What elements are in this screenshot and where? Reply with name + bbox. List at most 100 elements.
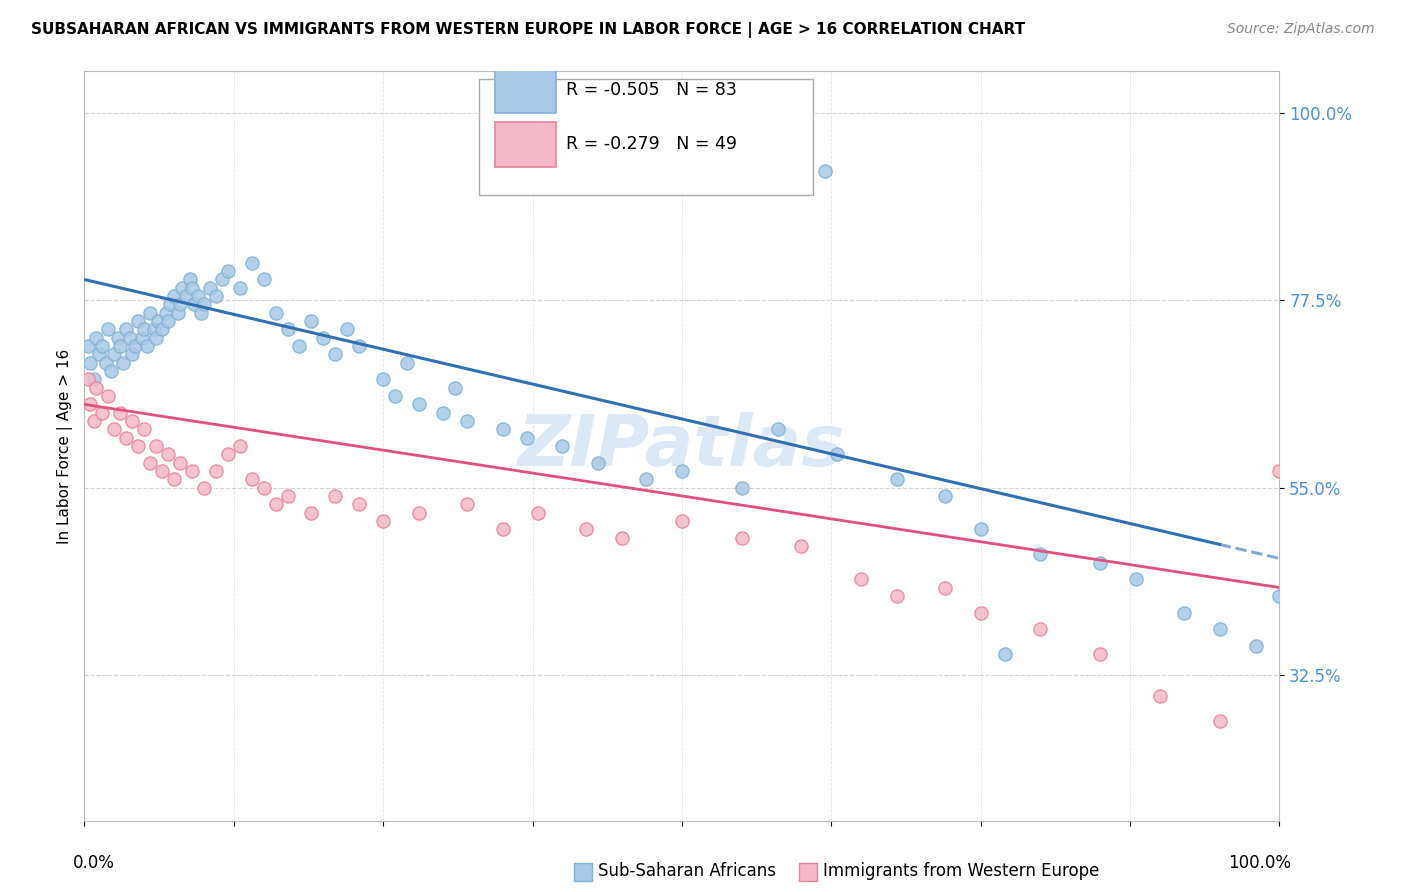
Point [444, 381, 467, 395]
Point [166, 306, 188, 320]
Text: R = -0.279   N = 49: R = -0.279 N = 49 [567, 136, 737, 153]
Point [157, 447, 180, 461]
Point [107, 331, 129, 345]
Point [148, 314, 170, 328]
Point [181, 464, 204, 478]
Point [325, 347, 347, 361]
Point [150, 464, 173, 478]
Point [886, 472, 908, 486]
Point [157, 314, 180, 328]
Point [731, 481, 754, 495]
Point [1268, 589, 1291, 603]
Point [1029, 547, 1052, 561]
Point [827, 447, 849, 461]
Point [240, 256, 263, 270]
Point [187, 289, 209, 303]
Text: SUBSAHARAN AFRICAN VS IMMIGRANTS FROM WESTERN EUROPE IN LABOR FORCE | AGE > 16 C: SUBSAHARAN AFRICAN VS IMMIGRANTS FROM WE… [31, 22, 1025, 38]
Point [277, 322, 299, 336]
Point [671, 514, 693, 528]
Point [163, 472, 186, 486]
Point [253, 272, 276, 286]
Point [193, 481, 215, 495]
Point [551, 439, 574, 453]
Point [277, 489, 299, 503]
Point [301, 506, 323, 520]
Point [83, 414, 105, 428]
Point [1244, 639, 1267, 653]
Point [1209, 714, 1232, 728]
Point [135, 339, 157, 353]
Point [970, 606, 993, 620]
Point [1029, 622, 1052, 636]
Point [91, 406, 114, 420]
Point [636, 472, 658, 486]
Text: Immigrants from Western Europe: Immigrants from Western Europe [823, 862, 1099, 880]
Point [373, 372, 395, 386]
Point [94, 356, 117, 370]
Point [179, 272, 201, 286]
Text: 100.0%: 100.0% [1229, 854, 1292, 872]
Point [766, 422, 789, 436]
Point [731, 531, 754, 545]
Text: Source: ZipAtlas.com: Source: ZipAtlas.com [1227, 22, 1375, 37]
FancyBboxPatch shape [495, 121, 557, 168]
Point [851, 572, 873, 586]
Point [77, 339, 100, 353]
Point [886, 589, 908, 603]
Point [1090, 556, 1112, 570]
Point [1149, 689, 1171, 703]
Point [127, 314, 149, 328]
FancyBboxPatch shape [495, 68, 557, 113]
Point [124, 339, 146, 353]
Point [132, 322, 156, 336]
Point [103, 422, 125, 436]
Point [527, 506, 550, 520]
Point [97, 322, 120, 336]
Point [229, 439, 252, 453]
Point [211, 272, 233, 286]
Point [1125, 572, 1147, 586]
Point [87, 347, 110, 361]
Point [217, 264, 239, 278]
Point [83, 372, 105, 386]
Point [145, 439, 167, 453]
Point [159, 297, 181, 311]
Point [86, 381, 108, 395]
Point [671, 464, 693, 478]
Text: R = -0.505   N = 83: R = -0.505 N = 83 [567, 81, 737, 100]
Point [155, 306, 177, 320]
Point [349, 497, 371, 511]
Point [229, 281, 252, 295]
Point [121, 414, 143, 428]
Point [169, 456, 191, 470]
Point [131, 331, 153, 345]
Point [301, 314, 323, 328]
Point [100, 364, 122, 378]
Point [205, 464, 228, 478]
Point [174, 289, 197, 303]
Point [814, 164, 837, 178]
Point [190, 306, 212, 320]
Point [142, 322, 165, 336]
Point [97, 389, 120, 403]
Point [264, 306, 287, 320]
Point [132, 422, 156, 436]
Point [193, 297, 215, 311]
Point [86, 331, 108, 345]
Point [240, 472, 263, 486]
Y-axis label: In Labor Force | Age > 16: In Labor Force | Age > 16 [58, 349, 73, 543]
Point [91, 339, 114, 353]
Point [349, 339, 371, 353]
Point [1209, 622, 1232, 636]
Point [456, 414, 478, 428]
Point [432, 406, 454, 420]
Point [1173, 606, 1195, 620]
Point [198, 281, 221, 295]
Point [172, 281, 194, 295]
Point [111, 356, 134, 370]
Point [1090, 647, 1112, 661]
Point [336, 322, 359, 336]
Point [264, 497, 287, 511]
Point [934, 581, 956, 595]
Point [373, 514, 395, 528]
